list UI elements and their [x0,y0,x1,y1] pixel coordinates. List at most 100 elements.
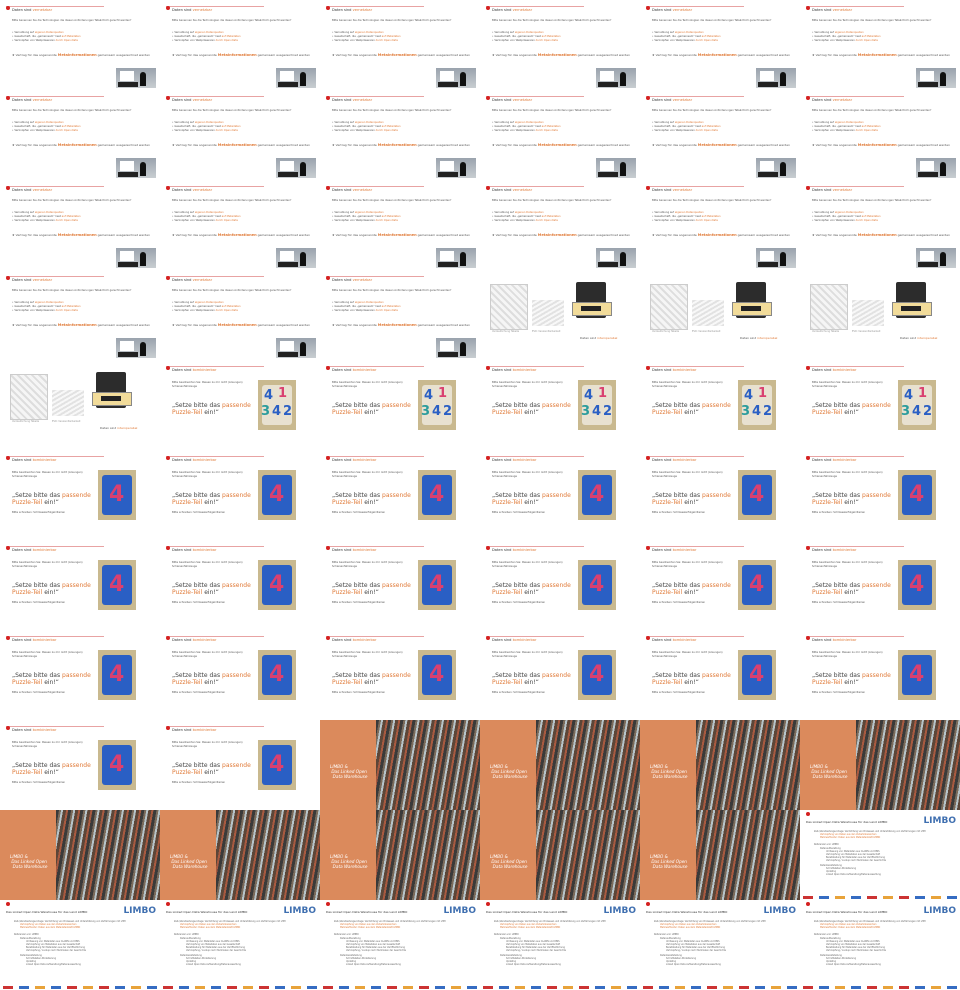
slide-thumbnail[interactable]: Das Linked Open Data Warehouse für das L… [160,900,320,990]
slide-thumbnail[interactable]: Verdeutlichung Tabelle EVR: Verwandterba… [0,360,160,450]
slide-thumbnail[interactable]: Daten sind kombinierbar Bitte beantworte… [160,540,320,630]
slide-thumbnail[interactable]: Daten sind kombinierbar Bitte beantworte… [160,450,320,540]
slide-thumbnail[interactable]: Daten sind kombinierbar Bitte beantworte… [320,360,480,450]
puzzle-photo: 4 [738,560,776,610]
logo-dot-icon [806,456,810,460]
slide-thumbnail[interactable]: Daten sind vernetzbar Bitte benennen Sie… [480,0,640,90]
slide-thumbnail[interactable]: Daten sind kombinierbar Bitte beantworte… [160,720,320,810]
slide-thumbnail[interactable]: Daten sind kombinierbar Bitte beantworte… [320,540,480,630]
image-caption: EVR: Verwandterbarkeit [52,420,81,423]
slide-thumbnail[interactable]: Daten sind kombinierbar Bitte beantworte… [640,360,800,450]
slide-thumbnail[interactable]: Daten sind vernetzbar Bitte benennen Sie… [800,0,960,90]
slide-thumbnail[interactable]: Daten sind kombinierbar Bitte beantworte… [480,630,640,720]
slide-thumbnail[interactable]: Daten sind kombinierbar Bitte beantworte… [160,630,320,720]
device-panel [892,302,932,316]
projector-screen [760,161,774,171]
slide-thumbnail[interactable]: Das Linked Open Data Warehouse für das L… [800,900,960,990]
slide-thumbnail[interactable]: Das Linked Open Data Warehouse für das L… [800,810,960,900]
slide-thumbnail[interactable]: Daten sind vernetzbar Bitte benennen Sie… [480,90,640,180]
slide-thumbnail[interactable]: Daten sind vernetzbar Bitte benennen Sie… [160,270,320,360]
slide-thumbnail[interactable]: Daten sind vernetzbar Bitte benennen Sie… [160,180,320,270]
slide-title: Daten sind kombinierbar [332,368,377,372]
bullet: Verknüpfung von Daten aus den Verkehrsbe… [340,923,397,926]
title-panel [320,810,376,900]
slide-title: Daten sind vernetzbar [12,278,53,282]
slide-thumbnail[interactable]: LIMBO & Das Linked Open Data Warehouse [640,720,800,810]
slide-thumbnail[interactable]: Daten sind vernetzbar Bitte benennen Sie… [0,270,160,360]
slide-thumbnail[interactable]: Daten sind vernetzbar Bitte benennen Sie… [480,180,640,270]
slide-thumbnail[interactable]: LIMBO & Das Linked Open Data Warehouse [320,810,480,900]
slide-thumbnail[interactable]: Daten sind kombinierbar Bitte beantworte… [480,450,640,540]
slide-thumbnail[interactable]: Daten sind kombinierbar Bitte beantworte… [640,450,800,540]
slide-thumbnail[interactable]: Das Linked Open Data Warehouse für das L… [0,900,160,990]
slide-thumbnail[interactable]: Das Linked Open Data Warehouse für das L… [640,900,800,990]
puzzle-number: 1 [598,386,608,401]
slide-title: Daten sind kombinierbar [492,368,537,372]
star-bullet: ★ Vertrag für das sogenannte Metainforma… [12,143,151,147]
slide-thumbnail[interactable]: LIMBO & Das Linked Open Data Warehouse [0,810,160,900]
image-caption: Verdeutlichung Tabelle [492,330,520,333]
slide-intro: Schienenfahrzeuge [652,475,677,478]
slide-thumbnail[interactable]: LIMBO & Das Linked Open Data Warehouse [320,720,480,810]
slide-thumbnail[interactable]: Daten sind vernetzbar Bitte benennen Sie… [0,0,160,90]
slide-intro: Bitte beantworten Sie: Passen zu mir nic… [652,651,723,654]
slide-thumbnail[interactable]: Verdeutlichung Tabelle EVR: Verwandterba… [640,270,800,360]
puzzle-number: 2 [283,404,293,419]
slide-thumbnail[interactable]: Daten sind vernetzbar Bitte benennen Sie… [640,90,800,180]
slide-thumbnail[interactable]: Verdeutlichung Tabelle EVR: Verwandterba… [480,270,640,360]
slide-thumbnail[interactable]: Daten sind kombinierbar Bitte beantworte… [0,630,160,720]
device-photo [732,282,772,318]
slide-thumbnail[interactable]: Daten sind vernetzbar Bitte benennen Sie… [640,180,800,270]
star-bullet: ★ Vertrag für das sogenannte Metainforma… [172,143,311,147]
slide-thumbnail[interactable]: LIMBO & Das Linked Open Data Warehouse [480,810,640,900]
slide-title: Daten sind kombinierbar [172,368,217,372]
slide-thumbnail[interactable]: Daten sind kombinierbar Bitte beantworte… [800,540,960,630]
paintbrush-photo [536,810,640,900]
slide-thumbnail[interactable]: Verdeutlichung Tabelle EVR: Verwandterba… [800,270,960,360]
slide-thumbnail[interactable]: Daten sind vernetzbar Bitte benennen Sie… [320,180,480,270]
slide-intro: Bitte beantworten Sie: Passen zu mir nic… [332,381,403,384]
slide-title: Daten sind kombinierbar [812,458,857,462]
slide-thumbnail[interactable]: Daten sind vernetzbar Bitte benennen Sie… [640,0,800,90]
slide-intro: Bitte benennen Sie die Technologien die … [172,199,292,202]
slide-thumbnail[interactable]: Daten sind vernetzbar Bitte benennen Sie… [0,180,160,270]
desk [438,172,458,177]
slide-thumbnail[interactable]: Daten sind kombinierbar Bitte beantworte… [0,450,160,540]
slide-thumbnail[interactable]: Daten sind vernetzbar Bitte benennen Sie… [160,0,320,90]
slide-thumbnail[interactable]: Das Linked Open Data Warehouse für das L… [320,900,480,990]
partner-logos [480,984,640,990]
number-puzzle-photo: 4 1 3 4 2 [258,380,296,430]
slide-thumbnail[interactable]: Daten sind vernetzbar Bitte benennen Sie… [0,90,160,180]
slide-thumbnail[interactable]: LIMBO & Das Linked Open Data Warehouse [160,810,320,900]
logo-dot-icon [166,902,170,906]
slide-thumbnail[interactable]: Daten sind vernetzbar Bitte benennen Sie… [320,270,480,360]
slide-thumbnail[interactable]: LIMBO & Das Linked Open Data Warehouse [800,720,960,810]
slide-thumbnail[interactable]: Daten sind kombinierbar Bitte beantworte… [480,540,640,630]
slide-thumbnail[interactable]: Daten sind vernetzbar Bitte benennen Sie… [320,90,480,180]
slide-thumbnail[interactable]: Daten sind kombinierbar Bitte beantworte… [320,630,480,720]
slide-intro: Bitte benennen Sie die Technologien die … [172,19,292,22]
slide-thumbnail[interactable]: Daten sind kombinierbar Bitte beantworte… [0,540,160,630]
slide-thumbnail[interactable]: Daten sind kombinierbar Bitte beantworte… [160,360,320,450]
slide-intro: Bitte beantworten Sie: Passen zu mir nic… [12,471,83,474]
slide-thumbnail[interactable]: Daten sind kombinierbar Bitte beantworte… [800,450,960,540]
slide-thumbnail[interactable]: Daten sind vernetzbar Bitte benennen Sie… [160,90,320,180]
slide-thumbnail[interactable]: Daten sind kombinierbar Bitte beantworte… [0,720,160,810]
slide-thumbnail[interactable]: LIMBO & Das Linked Open Data Warehouse [480,720,640,810]
puzzle-number: 4 [429,572,445,597]
slide-thumbnail[interactable]: Daten sind kombinierbar Bitte beantworte… [640,630,800,720]
slide-thumbnail[interactable]: Daten sind kombinierbar Bitte beantworte… [320,450,480,540]
bullet: Linked Open Data Aufbereitung/Datenauswe… [826,963,881,966]
slide-thumbnail[interactable]: Daten sind kombinierbar Bitte beantworte… [800,360,960,450]
logo-dot-icon [806,902,810,906]
slide-thumbnail[interactable]: Das Linked Open Data Warehouse für das L… [480,900,640,990]
slide-thumbnail[interactable]: Daten sind vernetzbar Bitte benennen Sie… [800,90,960,180]
desk [918,82,938,87]
slide-thumbnail[interactable]: Daten sind vernetzbar Bitte benennen Sie… [800,180,960,270]
slide-thumbnail[interactable]: Daten sind kombinierbar Bitte beantworte… [480,360,640,450]
slide-thumbnail[interactable]: Daten sind kombinierbar Bitte beantworte… [800,630,960,720]
slide-thumbnail[interactable]: Daten sind vernetzbar Bitte benennen Sie… [320,0,480,90]
slide-thumbnail[interactable]: LIMBO & Das Linked Open Data Warehouse [640,810,800,900]
slide-thumbnail[interactable]: Daten sind kombinierbar Bitte beantworte… [640,540,800,630]
bullet: Mehrwerttextur: Daten aus dem Metadatenb… [660,926,721,929]
